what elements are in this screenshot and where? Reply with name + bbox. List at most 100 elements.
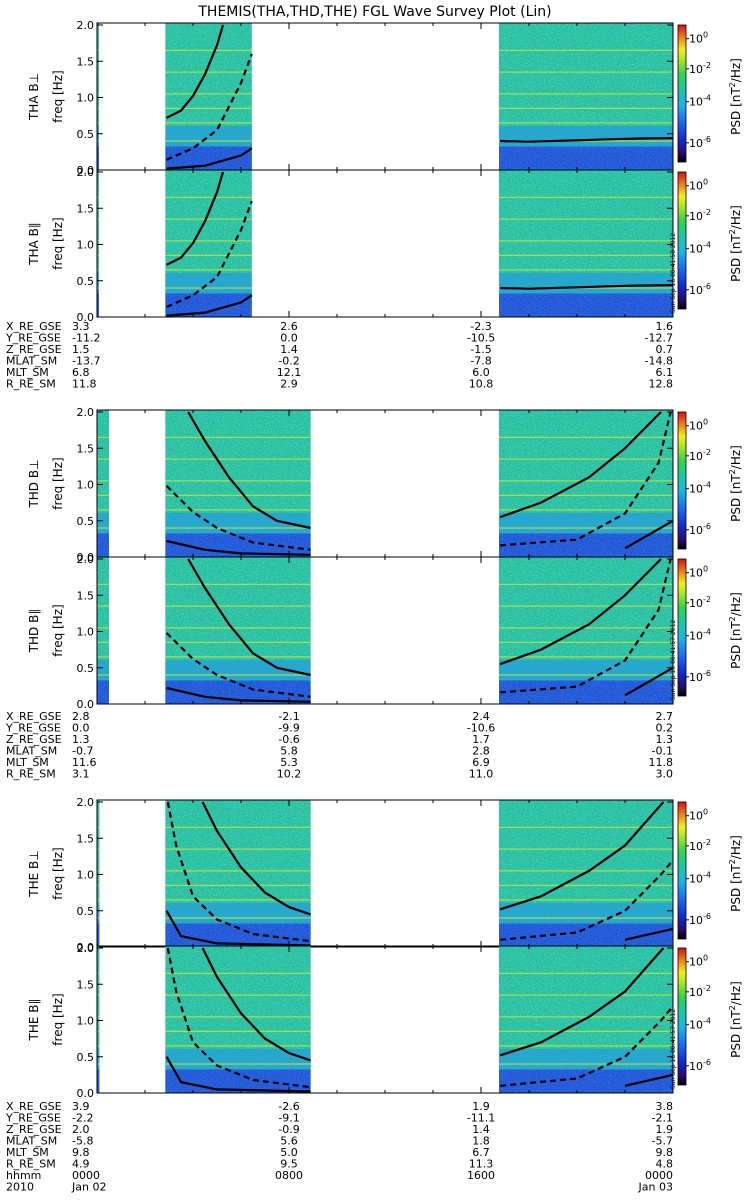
ephemeris-value: -11.1 <box>467 1112 495 1125</box>
colorbar-tick-label: 10-6 <box>689 282 711 297</box>
ephemeris-value: 9.8 <box>656 1146 674 1159</box>
ephemeris-value: 11.3 <box>469 1158 494 1171</box>
colorbar-tick-label: 10-6 <box>689 522 711 537</box>
ephemeris-value: 10.2 <box>277 768 302 781</box>
y-tick-label: 2.0 <box>77 406 95 419</box>
fce-tenth-curve <box>166 686 311 703</box>
y-tick-label: 0.5 <box>77 515 95 528</box>
spectrogram-interval <box>97 557 109 704</box>
ephemeris-value: 0.2 <box>656 722 674 735</box>
y-tick-label: 0.0 <box>77 164 95 177</box>
fce-half-curve <box>500 1005 674 1087</box>
fce-tenth-curve <box>624 666 674 697</box>
colorbar-tick-label: 100 <box>689 31 708 46</box>
ephemeris-row-label: R_RE_SM <box>6 768 56 781</box>
colorbar-label: PSD [nT2/Hz] <box>728 58 743 135</box>
spectrogram-interval <box>499 170 673 317</box>
ephemeris-value: 3.0 <box>656 768 674 781</box>
fce-curve <box>499 411 662 519</box>
ephemeris-value: -14.8 <box>645 355 673 368</box>
colorbar-label: PSD [nT2/Hz] <box>728 205 743 282</box>
ephemeris-value: 1.6 <box>656 320 674 333</box>
fce-half-curve <box>166 947 311 1089</box>
ephemeris-row-label: MLAT_SM <box>6 355 57 368</box>
ephemeris-value: -2.3 <box>470 320 491 333</box>
colorbar-tick-label: 10-4 <box>689 1017 711 1032</box>
ephemeris-row-hhmm: hhmm 0000 0800 1600 0000 <box>6 1169 673 1182</box>
colorbar-label: PSD [nT2/Hz] <box>728 835 743 912</box>
colorbar-tick-label: 100 <box>689 178 708 193</box>
ephemeris-row-r_re_sm: R_RE_SM 3.1 10.2 11.0 3.0 <box>6 768 673 781</box>
date-start: Jan 02 <box>71 1181 106 1194</box>
fce-half-curve <box>500 558 672 694</box>
colorbar <box>677 24 687 163</box>
ephemeris-value: 1.9 <box>656 1123 674 1136</box>
ephemeris-value: 1.8 <box>472 1135 490 1148</box>
spectrogram-panel-the-4: 0.0 0.5 1.0 1.5 2.0 freq [Hz] THE B⊥ 100 10-2 10-… <box>27 796 743 954</box>
colorbar-tick-label: 10-4 <box>689 871 711 886</box>
panel-label: THA B⊥ <box>27 73 41 121</box>
ephemeris-row-label: Y_RE_GSE <box>5 1112 61 1125</box>
colorbar-tick-label: 100 <box>689 565 708 580</box>
y-tick-label: 1.5 <box>77 832 95 845</box>
timestamp-stamp: Sun Sep 16 08:41:57 2012 <box>670 1009 677 1089</box>
y-tick-label: 0.0 <box>77 1087 95 1100</box>
ephemeris-row-label: hhmm <box>6 1169 41 1182</box>
colorbar-label: PSD [nT2/Hz] <box>728 445 743 522</box>
ephemeris-value: 0.7 <box>656 343 674 356</box>
ephemeris-value: -0.9 <box>278 1123 299 1136</box>
colorbar-tick-label: 10-2 <box>689 208 711 223</box>
spectrogram-interval <box>165 410 311 557</box>
ephemeris-value: -5.8 <box>72 1135 93 1148</box>
ephemeris-row-z_re_gse: Z_RE_GSE 1.5 1.4 -1.5 0.7 <box>6 343 673 356</box>
ephemeris-value: -12.7 <box>645 332 673 345</box>
fce-curve <box>499 558 662 666</box>
fce-tenth-curve <box>165 910 311 947</box>
ephemeris-row-mlt_sm: MLT_SM 6.8 12.1 6.0 6.1 <box>6 366 673 379</box>
ephemeris-value: 1.3 <box>72 733 90 746</box>
ephemeris-value: 5.6 <box>280 1135 298 1148</box>
spectrogram-interval <box>165 23 252 170</box>
spectrogram-interval <box>165 557 311 704</box>
spectrogram-panel-the-5: 0.0 0.5 1.0 1.5 2.0 freq [Hz] THE B∥ 100 10-2 10-… <box>27 942 743 1100</box>
fce-half-curve <box>500 859 674 941</box>
ephemeris-row-label: R_RE_SM <box>6 378 56 391</box>
ephemeris-value: 0.0 <box>280 332 298 345</box>
y-axis-label: freq [Hz] <box>51 457 65 509</box>
ephemeris-value: 6.7 <box>472 1146 490 1159</box>
y-tick-label: 1.5 <box>77 589 95 602</box>
fce-curve <box>500 284 674 290</box>
ephemeris-value: 11.8 <box>72 378 97 391</box>
fce-half-curve <box>166 53 253 161</box>
ephemeris-value: -0.2 <box>278 355 299 368</box>
ephemeris-value: 12.1 <box>277 366 302 379</box>
ephemeris-value: 2.8 <box>72 710 90 723</box>
ephemeris-row-label: Z_RE_GSE <box>6 343 62 356</box>
fce-curve <box>166 24 225 119</box>
ephemeris-row-label: MLT_SM <box>6 1146 49 1159</box>
ephemeris-row-label: X_RE_GSE <box>6 710 62 723</box>
y-tick-label: 1.5 <box>77 202 95 215</box>
ephemeris-value: 6.0 <box>472 366 490 379</box>
ephemeris-row-mlt_sm: MLT_SM 11.6 5.3 6.9 11.8 <box>6 756 673 769</box>
y-axis-label: freq [Hz] <box>51 70 65 122</box>
ephemeris-value: -13.7 <box>72 355 100 368</box>
colorbar-tick-label: 10-6 <box>689 135 711 150</box>
date-year: 2010 <box>6 1181 34 1194</box>
ephemeris-row-x_re_gse: X_RE_GSE 3.3 2.6 -2.3 1.6 <box>6 320 673 333</box>
colorbar-tick-label: 10-6 <box>689 1058 711 1073</box>
ephemeris-value: 3.1 <box>72 768 90 781</box>
colorbar-tick-label: 10-2 <box>689 984 711 999</box>
ephemeris-value: 1600 <box>467 1169 495 1182</box>
fce-curve <box>187 558 311 677</box>
ephemeris-value: 3.9 <box>72 1100 90 1113</box>
y-axis-label: freq [Hz] <box>51 604 65 656</box>
ephemeris-value: 2.6 <box>280 320 298 333</box>
ephemeris-value: -10.6 <box>467 722 495 735</box>
ephemeris-value: -5.7 <box>652 1135 673 1148</box>
y-tick-label: 0.0 <box>77 311 95 324</box>
fce-half-curve <box>166 801 311 943</box>
y-tick-label: 2.0 <box>77 19 95 32</box>
ephemeris-row-r_re_sm: R_RE_SM 11.8 2.9 10.8 12.8 <box>6 378 673 391</box>
ephemeris-row-label: X_RE_GSE <box>6 320 62 333</box>
